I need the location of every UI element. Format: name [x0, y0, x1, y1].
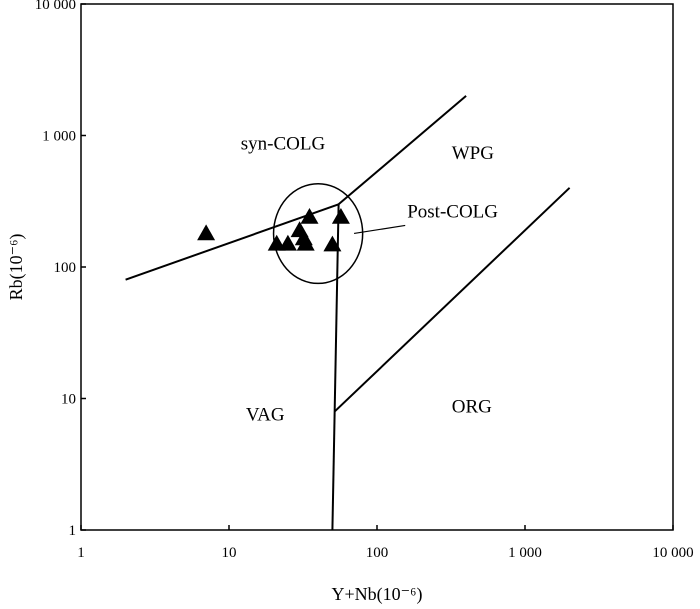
post-colg-ellipse	[272, 182, 364, 285]
sample-point-triangle	[300, 208, 319, 224]
region-label: VAG	[246, 405, 285, 426]
boundary-line	[334, 187, 571, 412]
sample-point-triangle	[278, 234, 297, 251]
boundary-line	[125, 203, 339, 281]
y-tick-label: 1 000	[42, 129, 76, 145]
region-label: syn-COLG	[241, 134, 326, 155]
sample-point-triangle	[323, 235, 342, 252]
region-label: ORG	[452, 397, 492, 418]
boundary-line	[337, 95, 467, 206]
x-tick-label: 10 000	[652, 545, 693, 561]
sample-point-triangle	[331, 208, 350, 224]
sample-point-triangle	[197, 224, 216, 241]
region-label: WPG	[452, 143, 495, 164]
y-tick-label: 10 000	[35, 0, 76, 13]
y-tick-label: 1	[69, 523, 77, 539]
sample-point-triangle	[296, 234, 315, 251]
y-axis-title: Rb(10⁻⁶)	[6, 234, 27, 301]
plot-frame	[80, 3, 674, 531]
boundary-line	[331, 204, 340, 531]
axis-ticks: 1 10 100 1 000 10 000 1 10 100 1 000 10 000	[35, 0, 694, 561]
post-colg-label: Post-COLG	[407, 201, 498, 222]
x-tick-label: 1 000	[508, 545, 542, 561]
x-tick-label: 10	[222, 545, 237, 561]
region-labels: syn-COLG WPG VAG ORG	[241, 134, 495, 426]
x-axis-title: Y+Nb(10⁻⁶)	[332, 584, 423, 605]
post-colg-pointer	[353, 224, 406, 235]
sample-points	[197, 208, 350, 252]
post-colg-field: Post-COLG	[272, 182, 498, 285]
y-tick-label: 100	[54, 260, 77, 276]
boundary-lines	[125, 95, 571, 531]
y-tick-label: 10	[61, 392, 76, 408]
x-tick-label: 100	[366, 545, 389, 561]
x-tick-label: 1	[77, 545, 85, 561]
